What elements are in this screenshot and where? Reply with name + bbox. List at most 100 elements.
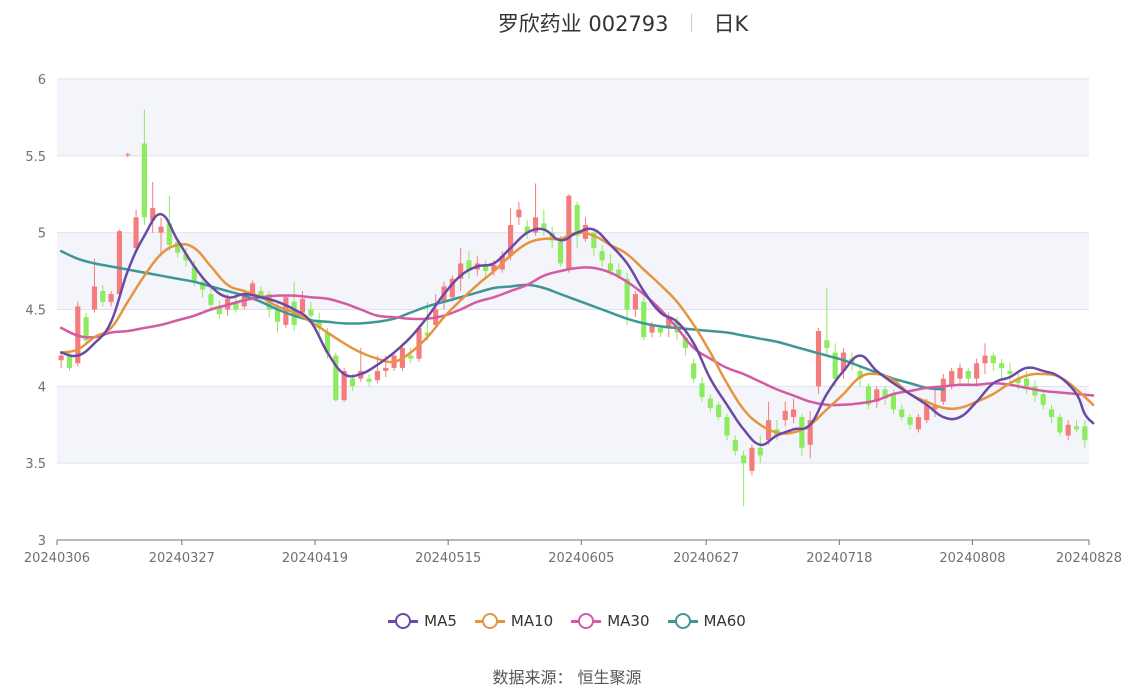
candle-body: [915, 417, 921, 430]
candle-body: [607, 263, 614, 272]
candle-body: [341, 370, 347, 401]
candle-body: [924, 404, 930, 421]
legend-ma5-label: MA5: [424, 612, 457, 630]
candle-body: [333, 355, 339, 401]
candle-body: [757, 447, 763, 456]
candle-body: [491, 264, 497, 272]
candle-body: [949, 370, 955, 387]
candle-body: [824, 340, 830, 348]
candle-body: [999, 363, 1005, 368]
legend-ma60-icon: [667, 613, 698, 629]
x-tick-label: 20240515: [415, 551, 481, 566]
x-tick-label: 20240419: [282, 551, 348, 566]
candle-body: [1073, 426, 1080, 430]
candle-body: [175, 241, 181, 253]
x-tick-label: 20240808: [939, 551, 1005, 566]
y-tick-label: 3: [38, 534, 46, 549]
candle-body: [466, 260, 472, 270]
candle-body: [716, 404, 722, 418]
candle-body: [857, 370, 863, 379]
candle-body: [524, 226, 530, 233]
y-tick-label: 4: [38, 380, 46, 395]
candle-body: [965, 370, 971, 379]
candle-body: [699, 383, 705, 398]
candle-body: [624, 278, 630, 310]
candle-body: [557, 241, 564, 264]
candle-body: [741, 455, 747, 464]
candle-body: [349, 378, 356, 387]
candle-body: [1024, 378, 1030, 387]
candle-body: [141, 143, 147, 218]
candle-body: [208, 294, 214, 305]
candle-body: [682, 337, 688, 348]
legend-ma60-label: MA60: [703, 612, 746, 630]
candle-body: [166, 223, 172, 245]
candle-body: [641, 301, 647, 338]
candle-body: [591, 232, 597, 249]
candle-body: [832, 352, 838, 379]
legend-ma10-label: MA10: [510, 612, 554, 630]
candle-body: [83, 317, 89, 341]
candle-body: [308, 309, 314, 316]
candle-body: [158, 226, 164, 233]
candle-body: [299, 298, 306, 313]
candle-body: [815, 331, 822, 387]
candle-body: [599, 251, 605, 261]
candle-body: [508, 224, 514, 256]
chart-legend: MA5 MA10 MA30 MA60: [0, 612, 1134, 630]
ma5-line: [59, 212, 1095, 447]
candle-body: [899, 409, 905, 418]
x-tick-label: 20240828: [1056, 551, 1122, 566]
candle-body: [541, 223, 547, 230]
y-tick-label: 6: [38, 73, 46, 88]
candle-body: [1057, 417, 1063, 433]
candlestick-chart: 3 3.5 4 4.5 5 5.5 6 20240306 20240327 20240419 202…: [24, 73, 1122, 566]
candle-body: [532, 217, 539, 233]
candle-body: [383, 367, 389, 371]
legend-ma60[interactable]: MA60: [667, 612, 746, 630]
plot-band: [57, 386, 1089, 464]
chart-title-bar: 罗欣药业 002793 日K: [0, 6, 1134, 40]
plot-band: [57, 309, 1089, 387]
candle-body: [1082, 426, 1088, 441]
candle-body: [790, 409, 797, 418]
candle-body: [183, 254, 189, 261]
title-divider: [690, 14, 692, 32]
y-tick-label: 5: [38, 227, 46, 242]
candle-body: [574, 205, 580, 236]
candle-body: [890, 394, 896, 410]
candle-body: [458, 263, 464, 279]
candle-body: [782, 410, 788, 421]
candle-body: [882, 389, 888, 399]
candle-body: [483, 266, 489, 272]
candle-body: [408, 355, 414, 359]
candle-body: [1065, 424, 1071, 436]
candle-body: [233, 301, 239, 310]
x-tick-label: 20240306: [24, 551, 90, 566]
candle-body: [200, 281, 206, 290]
candle-body: [191, 266, 197, 282]
candle-body: [91, 286, 98, 310]
chart-period: 日K: [713, 12, 749, 36]
candle-body: [58, 355, 64, 361]
candle-body: [1032, 386, 1038, 396]
candle-body: [990, 355, 996, 364]
legend-ma10[interactable]: MA10: [474, 612, 554, 630]
candle-body: [840, 352, 847, 371]
x-tick-label: 20240627: [673, 551, 739, 566]
candle-body: [424, 332, 430, 336]
plot-band: [57, 79, 1089, 156]
candle-body: [1015, 378, 1021, 384]
candle-body: [724, 417, 730, 436]
x-tick-label: 20240718: [806, 551, 872, 566]
candle-body: [216, 306, 222, 315]
candle-body: [807, 420, 813, 445]
candle-body: [283, 297, 289, 325]
chart-title: 罗欣药业 002793: [497, 12, 669, 36]
legend-ma30[interactable]: MA30: [571, 612, 650, 630]
candle-body: [707, 398, 713, 408]
candle-body: [66, 355, 73, 368]
legend-ma5[interactable]: MA5: [388, 612, 457, 630]
candle-body: [250, 283, 256, 295]
x-tick-label: 20240605: [548, 551, 614, 566]
